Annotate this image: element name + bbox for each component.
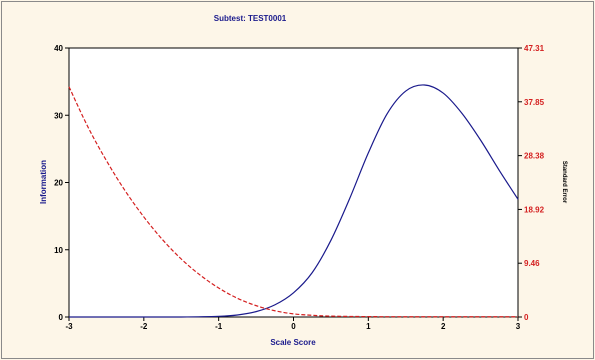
x-tick-label: 1 (366, 322, 371, 331)
right-y-tick-label: 9.46 (524, 259, 540, 268)
x-tick-label: 2 (441, 322, 446, 331)
right-y-tick-label: 47.31 (524, 44, 545, 53)
left-y-tick-label: 20 (54, 179, 63, 188)
right-y-tick-label: 37.85 (524, 98, 545, 107)
x-tick-label: 0 (291, 322, 296, 331)
x-axis-label: Scale Score (270, 338, 316, 347)
right-y-axis: 0 9.46 18.92 28.38 37.85 47.31 (518, 44, 545, 322)
left-y-axis-label: Information (39, 160, 48, 204)
x-tick-label: -3 (65, 322, 73, 331)
series-layer (68, 84, 519, 318)
right-y-tick-label: 0 (524, 313, 529, 322)
information-line (69, 84, 519, 318)
left-y-tick-label: 0 (59, 313, 64, 322)
chart-title: Subtest: TEST0001 (214, 14, 287, 23)
left-y-tick-label: 10 (54, 246, 63, 255)
plot-area (68, 47, 519, 318)
x-tick-label: 3 (516, 322, 521, 331)
right-y-tick-label: 28.38 (524, 152, 545, 161)
x-tick-label: -2 (140, 322, 148, 331)
x-tick-label: -1 (215, 322, 223, 331)
left-y-axis: 0 10 20 30 40 (54, 44, 69, 322)
left-y-tick-label: 30 (54, 111, 63, 120)
standard-error-line (68, 86, 518, 318)
right-y-axis-label: Standard Error (561, 161, 567, 204)
right-y-tick-label: 18.92 (524, 205, 545, 214)
left-y-tick-label: 40 (54, 44, 63, 53)
x-axis: -3 -2 -1 0 1 2 3 (65, 317, 521, 331)
